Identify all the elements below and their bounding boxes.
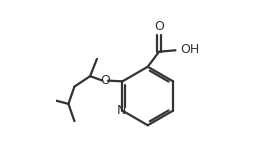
Text: O: O: [154, 20, 164, 33]
Text: N: N: [117, 104, 126, 117]
Text: OH: OH: [180, 43, 199, 56]
Text: O: O: [100, 74, 110, 87]
